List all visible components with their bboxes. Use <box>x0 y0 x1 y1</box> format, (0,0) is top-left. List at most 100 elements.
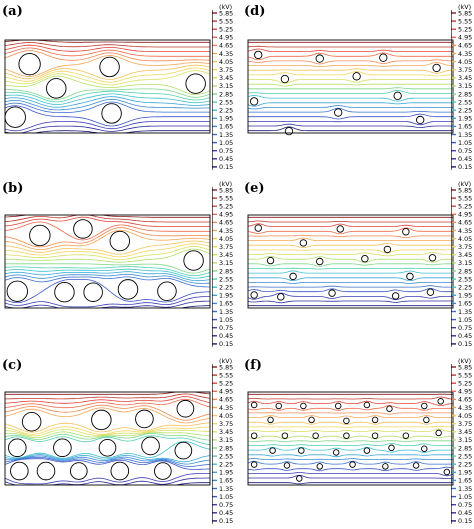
colorbar-tick-label: 4.35 <box>219 50 233 58</box>
equipotential-line <box>5 121 210 132</box>
inclusion-circle <box>316 257 324 266</box>
colorbar-tick-label: 5.55 <box>219 194 233 202</box>
equipotential-line <box>248 237 453 241</box>
equipotential-line <box>5 300 210 308</box>
colorbar-tick-label: 0.15 <box>219 517 233 525</box>
inclusion-circle <box>54 281 75 303</box>
panel-e: (e) (kV)5.855.555.254.954.654.354.053.753… <box>244 180 472 348</box>
colorbar-tick-label: 2.25 <box>458 284 472 292</box>
inclusion-circle <box>185 73 206 94</box>
equipotential-line <box>248 48 453 52</box>
equipotential-line <box>5 407 210 424</box>
colorbar-tick-label: 5.55 <box>458 371 472 379</box>
colorbar-tick-label: 0.75 <box>219 147 233 155</box>
equipotential-line <box>5 435 210 446</box>
inclusion-circle <box>383 245 392 254</box>
colorbar-tick-label: 0.75 <box>458 147 472 155</box>
equipotential-line <box>5 67 210 83</box>
colorbar-tick-label: 4.95 <box>458 34 472 42</box>
equipotential-line <box>5 98 210 111</box>
colorbar-tick-label: 5.85 <box>458 186 472 194</box>
equipotential-line <box>5 433 210 441</box>
equipotential-line <box>5 245 210 260</box>
equipotential-line <box>248 227 453 235</box>
inclusion-circle <box>334 108 343 117</box>
colorbar-tick-label: 5.85 <box>219 186 233 194</box>
colorbar-tick-label: 5.55 <box>219 17 233 25</box>
colorbar-tick-label: 1.35 <box>219 131 233 139</box>
inclusion-circle <box>109 230 131 252</box>
colorbar-tick-label: 1.05 <box>219 139 233 147</box>
colorbar-tick-label: 1.65 <box>219 300 233 308</box>
inclusion-circle <box>443 468 451 476</box>
colorbar-tick-label: 1.65 <box>458 300 472 308</box>
equipotential-line <box>248 412 453 415</box>
inclusion-circle <box>406 272 414 281</box>
inclusion-circle <box>275 402 282 410</box>
colorbar-tick-label: 4.95 <box>219 211 233 219</box>
inclusion-circle <box>280 74 290 84</box>
equipotential-line <box>5 268 210 279</box>
equipotential-line <box>5 125 210 133</box>
colorbar-tick-label: 3.15 <box>458 82 472 90</box>
colorbar-tick-label: 0.75 <box>458 501 472 509</box>
colorbar-unit: (kV) <box>458 357 471 365</box>
colorbar-tick-label: 2.25 <box>219 461 233 469</box>
equipotential-line <box>5 263 210 274</box>
inclusion-circle <box>371 416 379 424</box>
equipotential-line <box>5 393 210 400</box>
equipotential-line <box>248 267 453 270</box>
plot-frame <box>247 214 454 309</box>
inclusion-circle <box>308 416 315 424</box>
equipotential-line <box>248 123 453 128</box>
equipotential-line <box>248 270 453 274</box>
colorbar-tick-label: 3.15 <box>219 82 233 90</box>
colorbar-tick-label: 5.25 <box>219 203 233 211</box>
inclusion-circle <box>402 228 410 236</box>
inclusion-circle <box>254 50 263 60</box>
inclusion-circle <box>402 432 410 439</box>
equipotential-lines <box>5 215 210 308</box>
colorbar-tick-label: 2.25 <box>458 461 472 469</box>
equipotential-line <box>248 87 453 90</box>
colorbar-tick-label: 3.15 <box>219 259 233 267</box>
equipotential-line <box>5 296 210 308</box>
colorbar: (kV)5.855.555.254.954.654.354.053.753.45… <box>451 357 472 525</box>
colorbar-unit: (kV) <box>219 180 232 188</box>
colorbar-tick-label: 0.45 <box>219 509 233 517</box>
equipotential-line <box>248 482 453 485</box>
equipotential-line <box>248 292 453 301</box>
inclusion-circle <box>296 475 303 482</box>
colorbar-tick-label: 1.05 <box>458 139 472 147</box>
colorbar-tick-label: 2.85 <box>219 90 233 98</box>
equipotential-line <box>248 220 453 223</box>
colorbar-tick-label: 3.75 <box>219 243 233 251</box>
equipotential-line <box>5 90 210 103</box>
colorbar: (kV)5.855.555.254.954.654.354.053.753.45… <box>451 180 472 348</box>
inclusion-circle <box>91 409 112 431</box>
colorbar-tick-label: 1.05 <box>458 316 472 324</box>
inclusion-circle <box>363 401 371 409</box>
inclusion-circle <box>18 53 41 76</box>
colorbar-tick-label: 3.45 <box>458 74 472 82</box>
equipotential-line <box>5 105 210 127</box>
colorbar-tick-label: 4.95 <box>458 211 472 219</box>
colorbar-tick-label: 4.95 <box>219 34 233 42</box>
panel-c: (c) (kV)5.855.555.254.954.654.354.053.753… <box>2 357 233 525</box>
equipotential-line <box>248 435 453 440</box>
inclusion-circle <box>361 255 369 263</box>
equipotential-line <box>248 287 453 293</box>
equipotential-line <box>248 277 453 282</box>
colorbar-tick-label: 5.85 <box>458 9 472 17</box>
equipotential-lines <box>248 393 453 485</box>
equipotential-line <box>5 229 210 250</box>
equipotential-line <box>5 64 210 80</box>
colorbar-tick-label: 3.75 <box>219 66 233 74</box>
inclusion-circle <box>250 291 258 299</box>
colorbar-tick-label: 0.45 <box>219 155 233 163</box>
inclusion-circle <box>328 289 336 297</box>
colorbar: (kV)5.855.555.254.954.654.354.053.753.45… <box>212 357 233 525</box>
colorbar-tick-label: 0.45 <box>458 332 472 340</box>
equipotential-line <box>5 75 210 95</box>
equipotential-line <box>248 415 453 419</box>
